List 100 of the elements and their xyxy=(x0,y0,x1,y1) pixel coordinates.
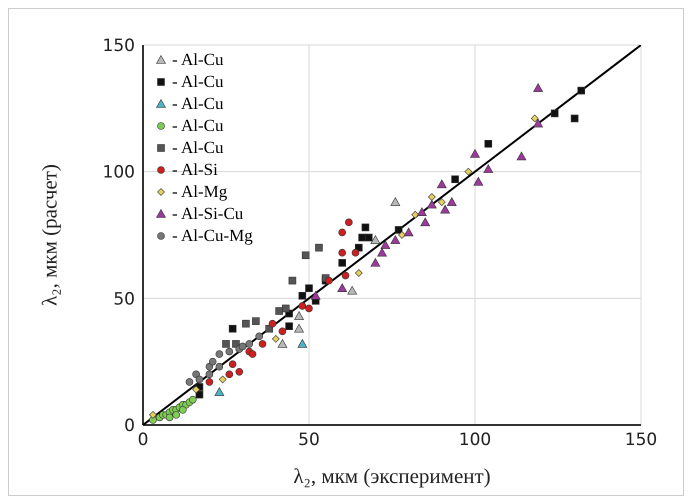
point xyxy=(298,339,308,348)
point xyxy=(232,340,240,348)
point xyxy=(258,340,266,348)
point xyxy=(288,276,296,284)
point xyxy=(550,110,558,118)
point xyxy=(298,302,306,310)
point xyxy=(483,164,494,173)
point xyxy=(166,414,174,422)
legend-label: - Al-Cu xyxy=(172,93,224,115)
point xyxy=(570,114,578,122)
point xyxy=(208,358,217,366)
point xyxy=(533,83,543,92)
point xyxy=(192,386,200,394)
point xyxy=(438,198,446,206)
point xyxy=(226,370,234,378)
point xyxy=(427,200,437,208)
x-tick-label: 150 xyxy=(624,430,658,450)
point xyxy=(196,390,204,398)
legend-label: - Al-Cu xyxy=(172,137,224,159)
point xyxy=(149,411,157,419)
point xyxy=(275,307,283,315)
point xyxy=(398,231,406,239)
point xyxy=(218,376,226,384)
point xyxy=(370,258,380,267)
point xyxy=(342,272,350,280)
point xyxy=(285,322,293,330)
y-tick-label: 50 xyxy=(113,289,135,310)
legend-label: - Al-Cu xyxy=(172,115,224,137)
x-tick-label: 50 xyxy=(298,430,320,450)
point xyxy=(417,207,427,216)
point xyxy=(302,251,310,260)
x-tick-label: 100 xyxy=(458,430,492,450)
point xyxy=(338,228,346,236)
legend-label: - Al-Cu xyxy=(172,71,224,93)
point xyxy=(325,276,333,284)
point xyxy=(186,378,194,386)
y-tick-label: 150 xyxy=(102,36,135,56)
y-tick-label: 0 xyxy=(124,416,135,436)
point xyxy=(355,269,363,277)
point xyxy=(338,259,346,267)
point xyxy=(216,362,224,371)
point xyxy=(252,317,260,325)
point xyxy=(298,292,306,300)
point xyxy=(305,284,313,292)
point xyxy=(189,396,197,404)
point xyxy=(179,406,187,414)
y-axis-title: λ₂, мкм (расчет) xyxy=(37,164,62,306)
point xyxy=(337,283,347,292)
point xyxy=(310,291,320,300)
point xyxy=(364,234,373,242)
point xyxy=(192,370,200,378)
point xyxy=(226,348,234,356)
point xyxy=(206,370,214,378)
point xyxy=(214,387,224,396)
point xyxy=(352,248,360,257)
point xyxy=(238,342,246,350)
point xyxy=(377,248,387,257)
y-tick-label: 100 xyxy=(102,162,135,183)
point xyxy=(228,360,236,368)
point xyxy=(206,378,214,386)
point xyxy=(278,339,288,348)
point xyxy=(282,304,290,312)
point xyxy=(390,197,400,206)
point xyxy=(390,235,400,244)
point xyxy=(358,234,366,242)
point xyxy=(272,335,280,343)
point xyxy=(420,218,430,226)
legend-label: - Al-Mg xyxy=(172,181,228,203)
point xyxy=(533,118,543,128)
point xyxy=(248,350,256,358)
point xyxy=(428,193,436,201)
point xyxy=(338,248,346,257)
point xyxy=(242,320,250,328)
point xyxy=(345,218,353,226)
point xyxy=(315,244,323,252)
point xyxy=(394,226,402,234)
point xyxy=(294,324,304,333)
point xyxy=(530,114,539,122)
point xyxy=(451,175,459,184)
point xyxy=(362,224,370,232)
point xyxy=(380,240,390,249)
point xyxy=(228,324,236,333)
x-tick-label: 0 xyxy=(138,430,148,450)
x-axis-title: λ₂, мкм (эксперимент) xyxy=(293,464,491,488)
point xyxy=(370,235,380,244)
legend-label: - Al-Cu-Mg xyxy=(172,225,253,247)
point xyxy=(294,311,304,320)
point xyxy=(216,350,224,358)
point xyxy=(278,327,286,336)
point xyxy=(437,180,447,188)
point xyxy=(268,320,276,328)
point xyxy=(235,368,244,376)
point xyxy=(255,332,263,340)
legend-label: - Al-Si-Cu xyxy=(172,203,244,225)
point xyxy=(196,376,204,384)
legend-label: - Al-Si xyxy=(172,159,218,181)
point xyxy=(484,140,492,148)
legend-label: - Al-Cu xyxy=(172,49,224,71)
point xyxy=(245,340,254,348)
point xyxy=(305,304,313,312)
